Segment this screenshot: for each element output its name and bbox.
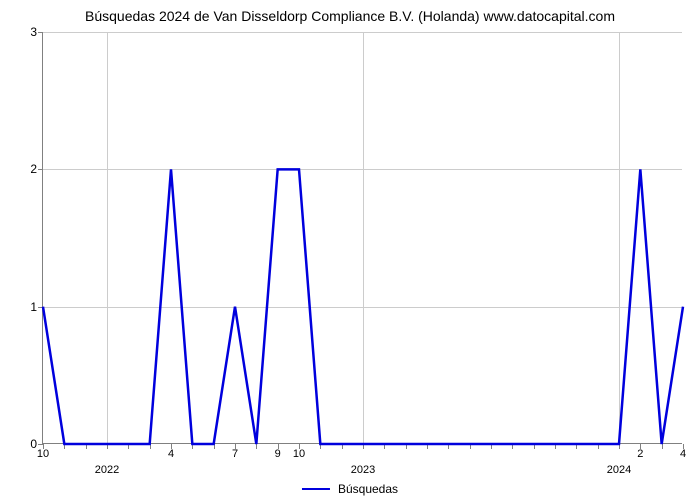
chart-container: Búsquedas 2024 de Van Disseldorp Complia… (0, 0, 700, 500)
xtick (256, 444, 257, 449)
legend-label: Búsquedas (338, 482, 398, 496)
x-axis-label: 4 (680, 448, 686, 460)
plot-area: 0123104791024202220232024 (42, 32, 682, 444)
legend-line-icon (302, 488, 330, 490)
y-axis-label: 0 (19, 437, 37, 451)
x-axis-year-label: 2024 (607, 464, 631, 476)
x-axis-label: 2 (637, 448, 643, 460)
y-axis-label: 3 (19, 25, 37, 39)
line-series (43, 32, 683, 444)
y-axis-label: 2 (19, 162, 37, 176)
x-axis-label: 10 (293, 448, 305, 460)
y-axis-label: 1 (19, 300, 37, 314)
xtick (662, 444, 663, 449)
chart-title: Búsquedas 2024 de Van Disseldorp Complia… (85, 8, 615, 24)
x-axis-year-label: 2022 (95, 464, 119, 476)
x-axis-label: 7 (232, 448, 238, 460)
x-axis-label: 10 (37, 448, 49, 460)
legend: Búsquedas (302, 482, 398, 496)
x-axis-label: 4 (168, 448, 174, 460)
x-axis-label: 9 (275, 448, 281, 460)
x-axis-year-label: 2023 (351, 464, 375, 476)
